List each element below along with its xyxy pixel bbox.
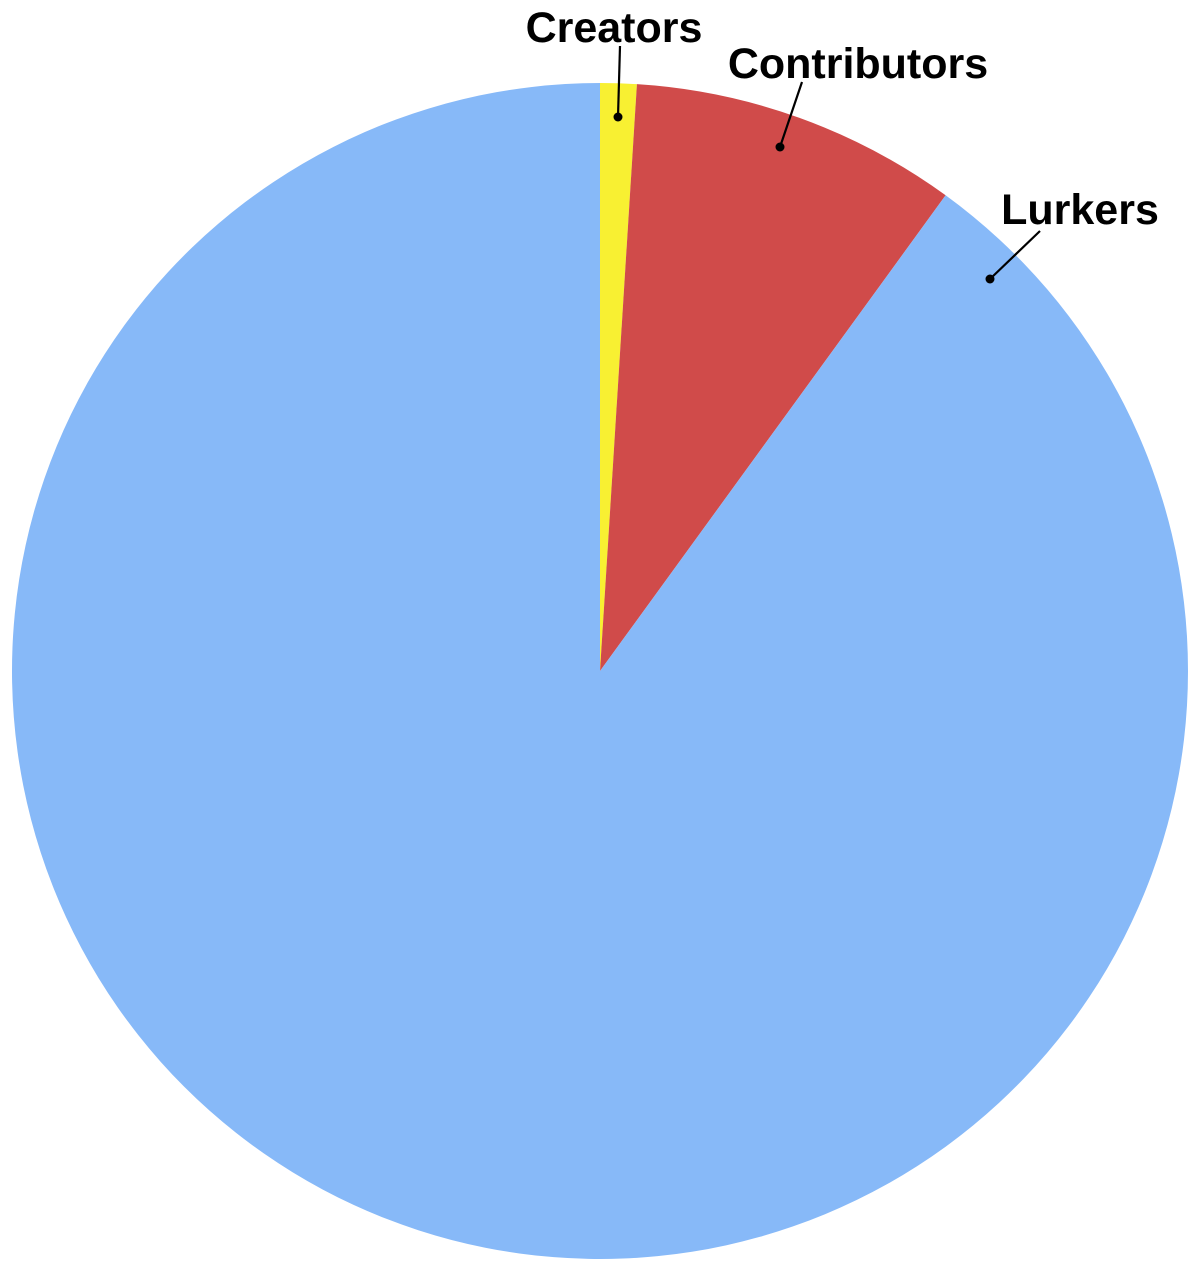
pie-slice-creators <box>600 83 637 671</box>
slice-label-lurkers: Lurkers <box>1001 186 1159 234</box>
slice-labels: Creators Contributors Lurkers <box>526 4 1159 234</box>
leader-dot-contributors <box>775 142 785 152</box>
pie-slices <box>12 83 1189 1259</box>
pie-slice-contributors <box>600 84 946 672</box>
pie-slice-lurkers <box>12 83 1189 1259</box>
slice-label-creators: Creators <box>526 4 703 52</box>
leader-lines <box>613 45 1041 284</box>
leader-line-creators <box>616 45 622 118</box>
slice-label-contributors: Contributors <box>728 40 988 88</box>
leader-dot-creators <box>613 112 623 122</box>
leader-line-lurkers <box>989 230 1041 280</box>
leader-dot-lurkers <box>985 274 995 284</box>
leader-line-contributors <box>778 81 804 148</box>
